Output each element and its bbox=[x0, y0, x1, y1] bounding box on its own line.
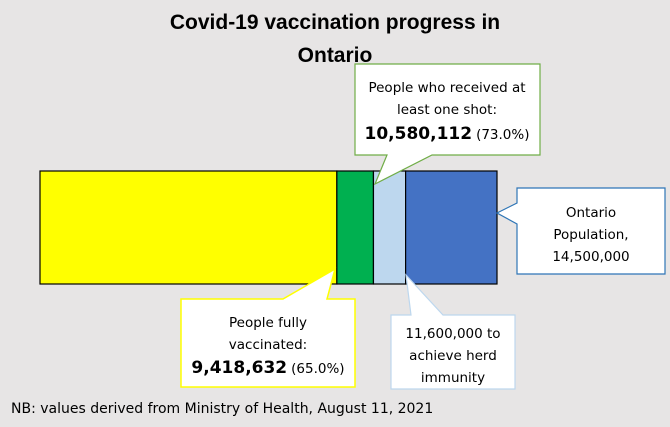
title-line-1: Covid-19 vaccination progress in bbox=[169, 11, 501, 34]
callout-fully-value-line: 9,418,632 (65.0%) bbox=[191, 358, 344, 378]
callout-fully-line-1: People fully bbox=[229, 315, 307, 331]
one-shot-value: 10,580,112 bbox=[365, 124, 473, 144]
callout-one-shot: People who received at least one shot: 1… bbox=[354, 63, 541, 186]
callout-herd-line-1: 11,600,000 to bbox=[405, 326, 500, 342]
fully-pct: (65.0%) bbox=[291, 361, 344, 377]
callout-herd-line-2: achieve herd bbox=[409, 348, 497, 364]
bar-population bbox=[405, 170, 498, 285]
source-note: NB: values derived from Ministry of Heal… bbox=[11, 401, 434, 417]
bar-fully-vaccinated bbox=[39, 170, 338, 285]
callout-population: Ontario Population, 14,500,000 bbox=[495, 187, 666, 275]
callout-herd-line-3: immunity bbox=[421, 370, 485, 386]
callout-fully-line-2: vaccinated: bbox=[229, 337, 307, 353]
callout-one-shot-line-1: People who received at bbox=[368, 80, 525, 96]
bar-one-shot bbox=[336, 170, 375, 285]
callout-one-shot-line-2: least one shot: bbox=[397, 102, 497, 118]
callout-population-line-3: 14,500,000 bbox=[552, 249, 629, 265]
bar-herd-immunity bbox=[372, 170, 407, 285]
callout-herd: 11,600,000 to achieve herd immunity bbox=[390, 273, 516, 390]
fully-value: 9,418,632 bbox=[191, 358, 287, 378]
one-shot-pct: (73.0%) bbox=[476, 127, 529, 143]
callout-one-shot-value-line: 10,580,112 (73.0%) bbox=[365, 124, 530, 144]
chart-title: Covid-19 vaccination progress in Ontario bbox=[0, 6, 670, 72]
callout-population-line-1: Ontario bbox=[566, 205, 616, 221]
callout-population-line-2: Population, bbox=[553, 227, 628, 243]
callout-fully: People fully vaccinated: 9,418,632 (65.0%… bbox=[180, 267, 356, 388]
title-line-2: Ontario bbox=[297, 44, 373, 67]
